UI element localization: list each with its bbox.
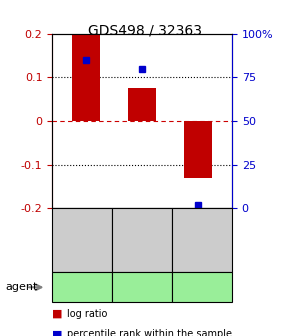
Text: log ratio: log ratio (67, 309, 107, 319)
Text: percentile rank within the sample: percentile rank within the sample (67, 329, 232, 336)
Text: GSM8754: GSM8754 (137, 217, 147, 264)
Bar (72, 34, 100, 121)
Text: TNFa: TNFa (128, 282, 156, 292)
Text: GDS498 / 32363: GDS498 / 32363 (88, 24, 202, 38)
Text: IL4: IL4 (194, 282, 210, 292)
Text: agent: agent (6, 282, 38, 292)
Bar (128, 88, 156, 121)
Text: ■: ■ (52, 329, 63, 336)
Text: GSM8749: GSM8749 (77, 217, 87, 264)
Text: ■: ■ (52, 309, 63, 319)
Bar (184, 121, 212, 178)
Text: GSM8759: GSM8759 (197, 217, 207, 264)
Text: IFNg: IFNg (70, 282, 95, 292)
